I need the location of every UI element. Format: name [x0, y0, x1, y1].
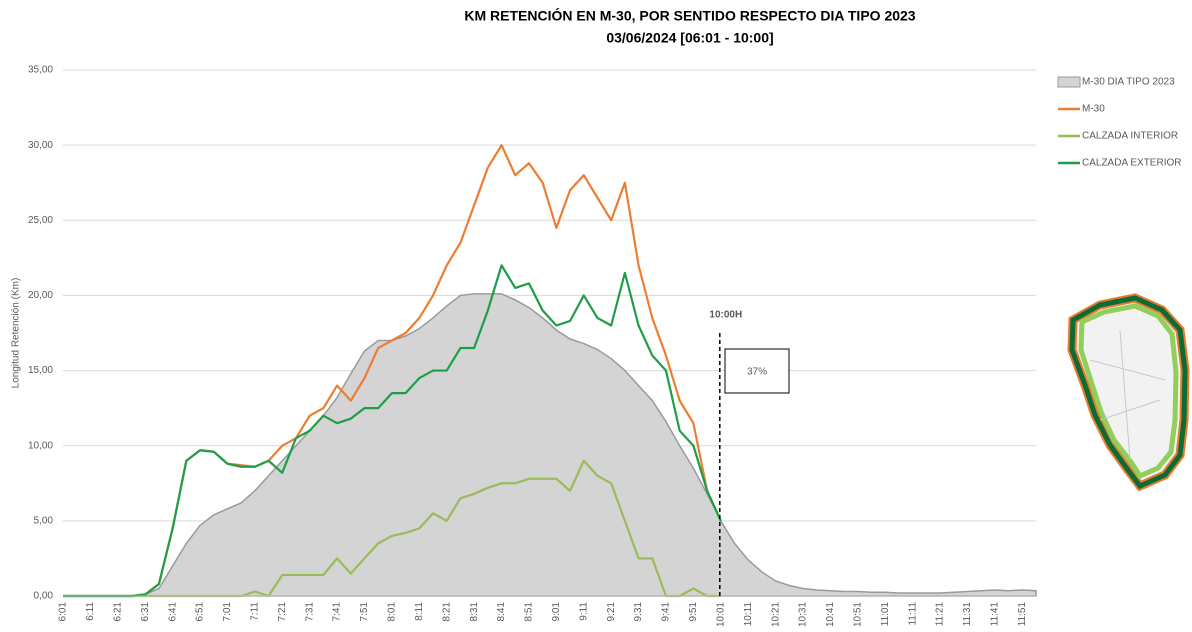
x-tick-label: 8:31 — [469, 602, 480, 622]
chart-subtitle: 03/06/2024 [06:01 - 10:00] — [606, 30, 773, 46]
percent-box — [724, 348, 790, 394]
x-tick-label: 7:11 — [249, 602, 260, 621]
y-tick-label: 35,00 — [28, 65, 53, 76]
x-tick-label: 10:01 — [715, 602, 726, 627]
line — [63, 264, 722, 598]
chart-title: KM RETENCIÓN EN M-30, POR SENTIDO RESPEC… — [464, 7, 915, 24]
x-tick-label: 6:41 — [167, 602, 178, 622]
x-tick-label: 10:21 — [770, 602, 781, 627]
area — [63, 293, 1037, 597]
map-exterior — [1069, 295, 1188, 490]
y-tick-label: 25,00 — [28, 215, 53, 226]
x-tick-label: 10:11 — [743, 602, 754, 627]
x-tick-label: 11:01 — [880, 602, 891, 627]
legend-swatch — [1057, 76, 1081, 88]
x-tick-label: 6:31 — [140, 602, 151, 622]
y-tick-label: 10,00 — [28, 440, 53, 451]
x-tick-label: 6:11 — [85, 602, 96, 621]
x-tick-label: 11:21 — [935, 602, 946, 627]
x-tick-label: 7:41 — [332, 602, 343, 622]
marker-label: 10:00H — [709, 310, 742, 321]
legend-label: CALZADA INTERIOR — [1082, 131, 1178, 142]
x-tick-label: 8:11 — [414, 602, 425, 621]
x-tick-label: 11:11 — [907, 602, 918, 626]
x-tick-label: 9:31 — [633, 602, 644, 622]
y-tick-label: 5,00 — [34, 515, 54, 526]
y-tick-label: 15,00 — [28, 365, 53, 376]
x-tick-label: 10:41 — [825, 602, 836, 627]
m30-map — [1067, 293, 1190, 492]
x-tick-label: 9:01 — [551, 602, 562, 622]
x-tick-label: 8:01 — [387, 602, 398, 622]
y-tick-label: 0,00 — [34, 591, 54, 602]
legend-label: M-30 — [1082, 104, 1105, 115]
x-tick-label: 11:51 — [1017, 602, 1028, 627]
x-tick-label: 8:41 — [496, 602, 507, 622]
x-tick-label: 10:51 — [852, 602, 863, 627]
x-tick-label: 8:51 — [524, 602, 535, 622]
y-axis-label: Longitud Retención (Km) — [11, 278, 22, 389]
x-tick-label: 8:21 — [441, 602, 452, 622]
x-tick-label: 9:41 — [661, 602, 672, 622]
x-tick-label: 7:31 — [304, 602, 315, 622]
x-tick-label: 9:51 — [688, 602, 699, 622]
map-roads — [1089, 329, 1166, 461]
map-interior — [1078, 303, 1179, 480]
x-tick-label: 6:01 — [58, 602, 69, 622]
x-tick-label: 11:41 — [990, 602, 1001, 627]
x-tick-label: 7:01 — [222, 602, 233, 622]
y-tick-label: 30,00 — [28, 140, 53, 151]
x-tick-label: 9:21 — [606, 602, 617, 622]
x-tick-label: 7:21 — [277, 602, 288, 622]
percent-label: 37% — [747, 367, 767, 378]
legend-label: CALZADA EXTERIOR — [1082, 158, 1181, 169]
x-tick-label: 11:31 — [962, 602, 973, 627]
x-tick-label: 10:31 — [798, 602, 809, 627]
x-tick-label: 6:51 — [195, 602, 206, 622]
y-tick-label: 20,00 — [28, 290, 53, 301]
x-tick-label: 6:21 — [112, 602, 123, 622]
x-tick-label: 9:11 — [578, 602, 589, 621]
legend-label: M-30 DIA TIPO 2023 — [1082, 77, 1175, 88]
x-tick-label: 7:51 — [359, 602, 370, 622]
